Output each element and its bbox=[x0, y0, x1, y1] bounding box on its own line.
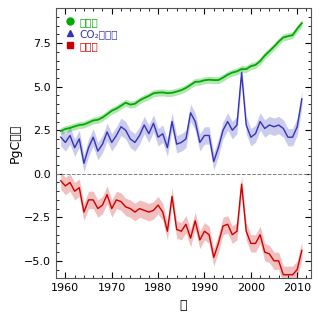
Legend: 排出量, CO₂増加量, 吸収量: 排出量, CO₂増加量, 吸収量 bbox=[61, 13, 121, 55]
Y-axis label: PgC／年: PgC／年 bbox=[8, 124, 21, 163]
X-axis label: 年: 年 bbox=[180, 299, 188, 312]
